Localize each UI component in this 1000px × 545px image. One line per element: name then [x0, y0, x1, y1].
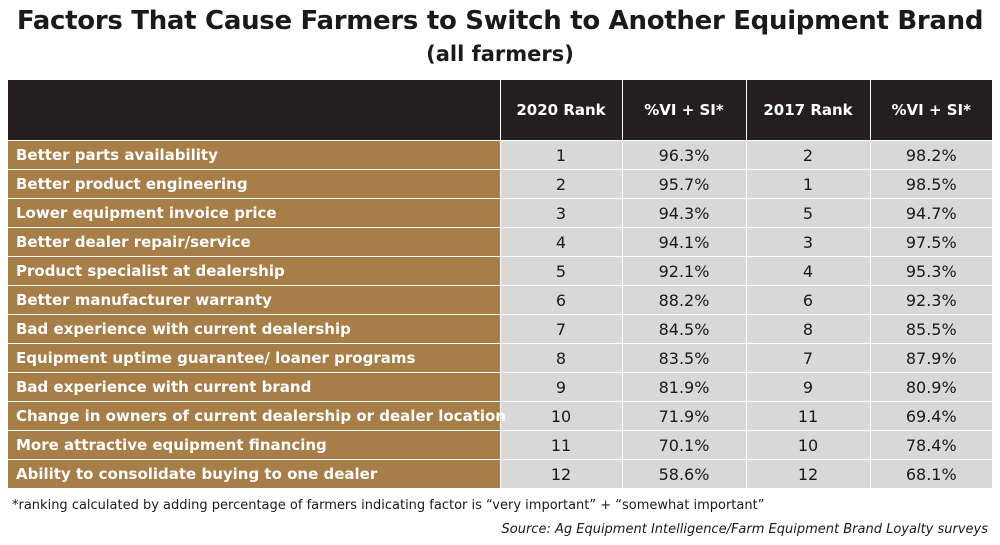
- pct-2017-cell: 95.3%: [869, 256, 992, 286]
- rank-2017-cell: 8: [745, 314, 870, 344]
- rank-2020-cell: 7: [499, 314, 622, 344]
- pct-2017-cell: 85.5%: [869, 314, 992, 344]
- table-row: Lower equipment invoice price 3 94.3% 5 94.7…: [8, 198, 992, 228]
- rank-2020-cell: 10: [499, 401, 622, 431]
- factor-label: Change in owners of current dealership o…: [8, 401, 506, 431]
- factor-label: Better dealer repair/service: [8, 227, 500, 257]
- rank-2017-cell: 12: [745, 459, 870, 488]
- rank-2020-cell: 1: [499, 140, 622, 170]
- rank-2020-cell: 9: [499, 372, 622, 402]
- table-row: Better manufacturer warranty 6 88.2% 6 92.3%: [8, 285, 992, 315]
- pct-2017-cell: 87.9%: [869, 343, 992, 373]
- table-row: Bad experience with current dealership 7 8…: [8, 314, 992, 344]
- column-header-factor: [8, 80, 500, 141]
- table-row: Equipment uptime guarantee/ loaner progr…: [8, 343, 992, 373]
- table-row: Ability to consolidate buying to one dea…: [8, 459, 992, 488]
- table-row: Bad experience with current brand 9 81.9% 9…: [8, 372, 992, 402]
- table-row: Change in owners of current dealership o…: [8, 401, 992, 431]
- rank-2017-cell: 3: [745, 227, 870, 257]
- table-row: Product specialist at dealership 5 92.1% 4 9…: [8, 256, 992, 286]
- column-header-2020-pct: %VI + SI*: [621, 80, 746, 141]
- factor-label: Better parts availability: [8, 140, 500, 170]
- data-table: 2020 Rank %VI + SI* 2017 Rank %VI + SI* …: [8, 80, 992, 488]
- rank-2020-cell: 3: [499, 198, 622, 228]
- factor-label: More attractive equipment financing: [8, 430, 500, 460]
- rank-2017-cell: 7: [745, 343, 870, 373]
- pct-2017-cell: 98.5%: [869, 169, 992, 199]
- rank-2020-cell: 2: [499, 169, 622, 199]
- pct-2020-cell: 70.1%: [621, 430, 746, 460]
- table-row: Better parts availability 1 96.3% 2 98.2%: [8, 140, 992, 170]
- factor-label: Better manufacturer warranty: [8, 285, 500, 315]
- rank-2020-cell: 5: [499, 256, 622, 286]
- rank-2017-cell: 6: [745, 285, 870, 315]
- table-row: Better product engineering 2 95.7% 1 98.5%: [8, 169, 992, 199]
- pct-2017-cell: 98.2%: [869, 140, 992, 170]
- pct-2020-cell: 81.9%: [621, 372, 746, 402]
- pct-2020-cell: 71.9%: [621, 401, 746, 431]
- rank-2020-cell: 12: [499, 459, 622, 488]
- factor-label: Bad experience with current brand: [8, 372, 500, 402]
- rank-2017-cell: 9: [745, 372, 870, 402]
- pct-2017-cell: 69.4%: [869, 401, 992, 431]
- pct-2020-cell: 94.3%: [621, 198, 746, 228]
- column-header-2017-rank: 2017 Rank: [745, 80, 870, 141]
- factor-label: Product specialist at dealership: [8, 256, 500, 286]
- rank-2017-cell: 11: [745, 401, 870, 431]
- table-row: More attractive equipment financing 11 70.…: [8, 430, 992, 460]
- column-header-2017-pct: %VI + SI*: [869, 80, 992, 141]
- rank-2017-cell: 5: [745, 198, 870, 228]
- rank-2020-cell: 6: [499, 285, 622, 315]
- pct-2020-cell: 96.3%: [621, 140, 746, 170]
- pct-2020-cell: 94.1%: [621, 227, 746, 257]
- page-subtitle: (all farmers): [426, 42, 574, 66]
- rank-2020-cell: 4: [499, 227, 622, 257]
- pct-2017-cell: 94.7%: [869, 198, 992, 228]
- rank-2017-cell: 4: [745, 256, 870, 286]
- table-header-row: 2020 Rank %VI + SI* 2017 Rank %VI + SI*: [8, 80, 992, 141]
- factor-label: Better product engineering: [8, 169, 500, 199]
- pct-2020-cell: 83.5%: [621, 343, 746, 373]
- pct-2020-cell: 84.5%: [621, 314, 746, 344]
- rank-2020-cell: 8: [499, 343, 622, 373]
- column-header-2020-rank: 2020 Rank: [499, 80, 622, 141]
- rank-2017-cell: 10: [745, 430, 870, 460]
- pct-2020-cell: 95.7%: [621, 169, 746, 199]
- pct-2017-cell: 92.3%: [869, 285, 992, 315]
- source-note: Source: Ag Equipment Intelligence/Farm E…: [501, 522, 988, 537]
- factor-label: Equipment uptime guarantee/ loaner progr…: [8, 343, 500, 373]
- footnote: *ranking calculated by adding percentage…: [12, 498, 765, 513]
- factor-label: Ability to consolidate buying to one dea…: [8, 459, 500, 488]
- pct-2020-cell: 92.1%: [621, 256, 746, 286]
- table-body: Better parts availability 1 96.3% 2 98.2% Bet…: [8, 140, 992, 488]
- pct-2020-cell: 58.6%: [621, 459, 746, 488]
- pct-2017-cell: 68.1%: [869, 459, 992, 488]
- pct-2017-cell: 78.4%: [869, 430, 992, 460]
- table-row: Better dealer repair/service 4 94.1% 3 97.5%: [8, 227, 992, 257]
- rank-2017-cell: 2: [745, 140, 870, 170]
- factor-label: Lower equipment invoice price: [8, 198, 500, 228]
- pct-2017-cell: 97.5%: [869, 227, 992, 257]
- rank-2017-cell: 1: [745, 169, 870, 199]
- pct-2020-cell: 88.2%: [621, 285, 746, 315]
- factor-label: Bad experience with current dealership: [8, 314, 500, 344]
- page-title: Factors That Cause Farmers to Switch to …: [16, 6, 984, 36]
- rank-2020-cell: 11: [499, 430, 622, 460]
- pct-2017-cell: 80.9%: [869, 372, 992, 402]
